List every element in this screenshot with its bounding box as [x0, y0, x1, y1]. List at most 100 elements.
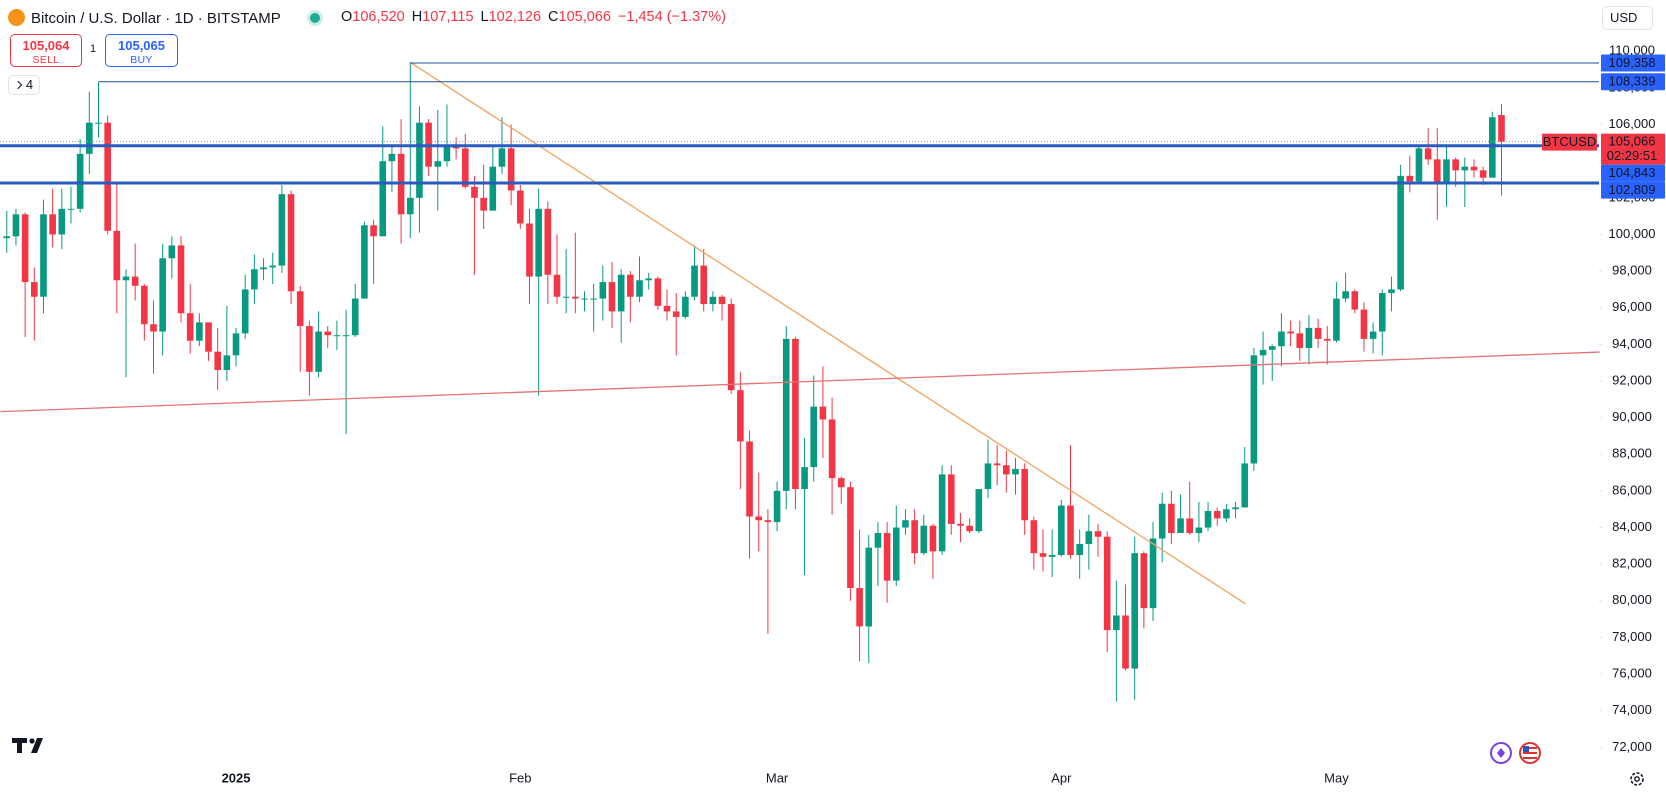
candle-body — [214, 351, 221, 371]
currency-button[interactable]: USD — [1602, 6, 1653, 30]
candle-body — [3, 236, 11, 239]
candle-body — [1498, 115, 1505, 142]
quantity[interactable]: 1 — [90, 43, 97, 55]
candle-body — [1122, 615, 1129, 669]
indicator-count: 4 — [25, 77, 34, 92]
market-status[interactable] — [310, 13, 320, 23]
icon-stripe — [1523, 752, 1537, 754]
candle-body — [1131, 553, 1138, 669]
candle-body — [847, 487, 854, 588]
candle-body — [1113, 615, 1120, 631]
candle-body — [507, 148, 515, 191]
candle-body — [599, 282, 607, 299]
candle-body — [1039, 553, 1047, 557]
y-tick-label: 92,000 — [1612, 372, 1652, 387]
indicators-toggle[interactable]: 4 — [8, 75, 40, 95]
candle-body — [636, 280, 643, 297]
candle-body — [865, 547, 873, 627]
candle-body — [489, 166, 497, 211]
y-tick-label: 100,000 — [1609, 226, 1656, 241]
candle-body — [1094, 531, 1102, 537]
candle-body — [1378, 293, 1386, 332]
candle-body — [856, 587, 863, 627]
candle-body — [517, 190, 524, 224]
candle-body — [1149, 538, 1157, 609]
candle-body — [76, 153, 84, 209]
symbol-icon — [8, 9, 25, 26]
candle-body — [975, 489, 983, 532]
candle-body — [627, 274, 634, 297]
candle-body — [1030, 520, 1038, 554]
candle-body — [737, 390, 744, 442]
ohlc-key: H — [411, 9, 423, 25]
candle-body — [1003, 465, 1010, 475]
candle-body — [333, 335, 341, 337]
sell-button[interactable]: 105,064 SELL — [10, 34, 82, 67]
candle-body — [1085, 531, 1093, 545]
candle-body — [929, 525, 937, 552]
candle-body — [562, 296, 570, 298]
candle-body — [810, 406, 818, 468]
x-tick-label: Mar — [766, 770, 789, 785]
candle-body — [746, 441, 753, 517]
candle-body — [727, 304, 735, 391]
candle-body — [58, 208, 66, 235]
candle-body — [1278, 331, 1285, 347]
candle-body — [1434, 159, 1441, 184]
candle-body — [168, 245, 176, 259]
icon-stripe — [1523, 757, 1537, 759]
candle-body — [581, 298, 588, 300]
symbol-title: Bitcoin / U.S. Dollar · 1D · BITSTAMP — [31, 10, 281, 27]
settings-icon[interactable] — [1630, 772, 1644, 786]
candle-body — [672, 311, 680, 317]
candle-body — [792, 338, 799, 490]
candle-body — [1021, 468, 1028, 521]
candle-body — [1058, 505, 1065, 556]
candle-body — [406, 197, 414, 215]
candle-body — [1360, 309, 1368, 339]
candle-body — [104, 122, 111, 231]
candle-body — [1424, 148, 1432, 160]
y-tick-label: 78,000 — [1612, 629, 1652, 644]
level-tag — [1601, 164, 1665, 182]
candle-body — [993, 463, 1001, 466]
ohlc-value: 107,115 — [422, 9, 474, 25]
candle-body — [892, 527, 900, 581]
change: −1,454 (−1.37%) — [617, 9, 726, 25]
candle-body — [1158, 503, 1166, 539]
candle-body — [1342, 291, 1349, 299]
ohlc-key: C — [548, 9, 559, 25]
flag-icon[interactable] — [1519, 742, 1541, 764]
candle-body — [324, 331, 332, 336]
candle-body — [1461, 166, 1469, 171]
logo-part — [29, 738, 35, 744]
trend-line — [409, 61, 1247, 605]
trend-line — [0, 351, 1600, 413]
candle-body — [269, 265, 277, 268]
y-tick-label: 94,000 — [1612, 336, 1652, 351]
candle-body — [1287, 331, 1294, 334]
candle-body — [370, 225, 377, 237]
candle-body — [1103, 536, 1111, 631]
candle-body — [682, 296, 689, 317]
tv-logo[interactable] — [12, 738, 43, 753]
ohlc-value: 105,066 — [558, 9, 611, 25]
candle-body — [1323, 338, 1331, 341]
candle-body — [782, 338, 790, 491]
assistant-icon[interactable] — [1490, 742, 1512, 764]
y-tick-label: 88,000 — [1612, 446, 1652, 461]
y-tick-label: 96,000 — [1612, 299, 1652, 314]
y-tick-label: 84,000 — [1612, 519, 1652, 534]
candle-body — [388, 153, 396, 162]
logo-part — [31, 738, 43, 753]
sell-label: SELL — [32, 54, 60, 66]
candle-body — [306, 326, 313, 372]
buy-button[interactable]: 105,065 BUY — [105, 34, 178, 67]
candle-body — [773, 490, 781, 523]
candle-body — [443, 146, 451, 162]
price-tag — [1601, 133, 1665, 165]
candle-body — [700, 265, 708, 305]
candle-body — [938, 474, 946, 552]
